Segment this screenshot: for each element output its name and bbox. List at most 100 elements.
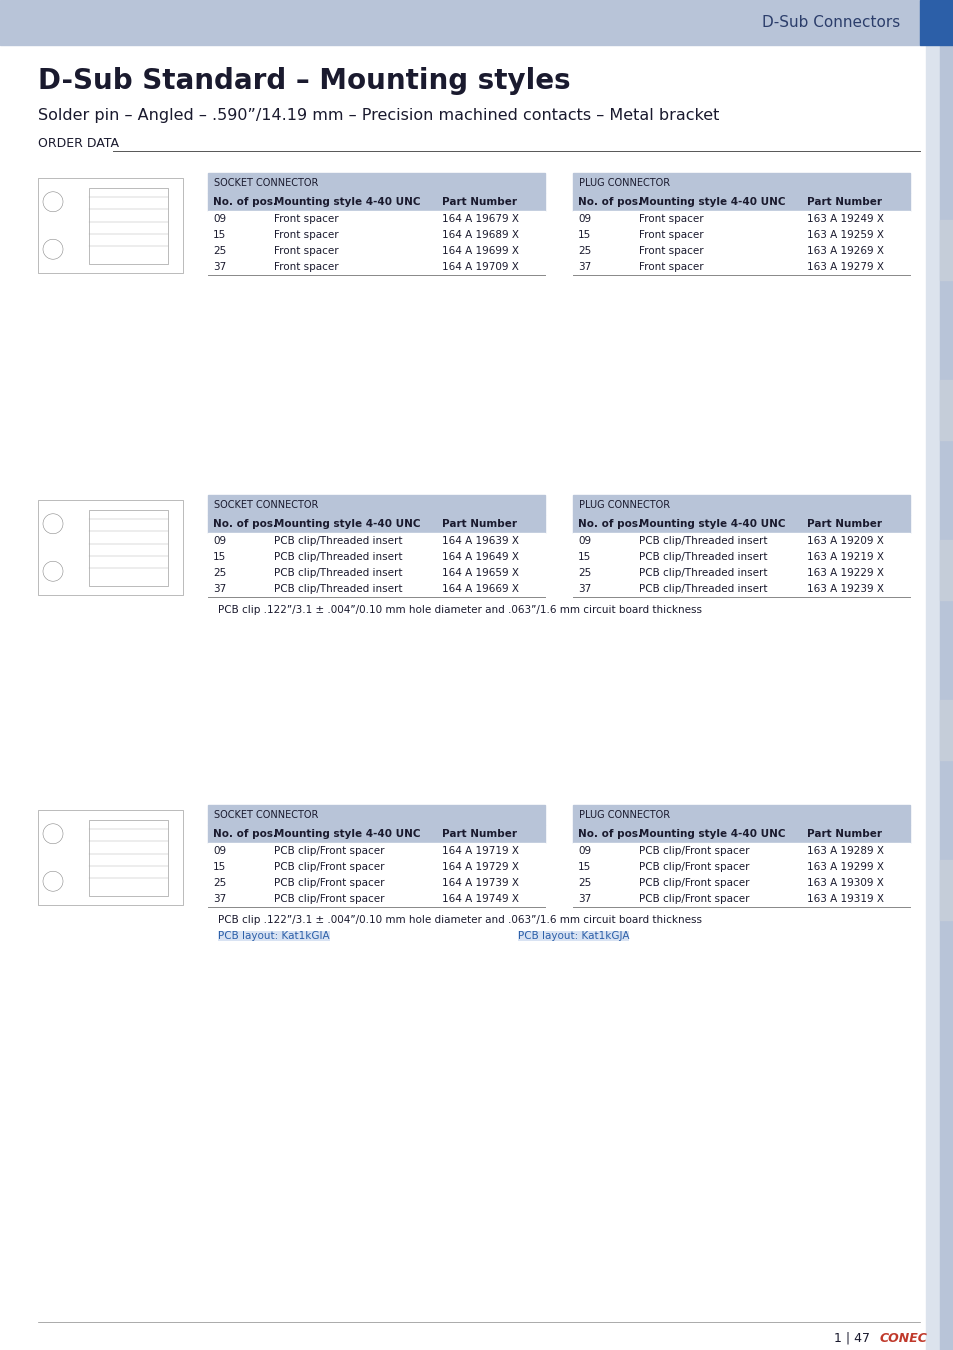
Text: 164 A 19689 X: 164 A 19689 X <box>441 230 518 240</box>
Text: Front spacer: Front spacer <box>274 230 338 240</box>
Bar <box>0 0 919 45</box>
Bar <box>208 243 544 259</box>
Bar <box>573 514 909 533</box>
Bar <box>208 825 544 842</box>
Text: 163 A 19319 X: 163 A 19319 X <box>806 894 883 904</box>
Text: Front spacer: Front spacer <box>638 262 702 271</box>
Text: PCB clip/Threaded insert: PCB clip/Threaded insert <box>638 536 766 545</box>
Text: No. of pos.: No. of pos. <box>578 829 641 838</box>
Bar <box>925 45 953 1350</box>
Text: 09: 09 <box>578 846 591 856</box>
Bar <box>208 259 544 275</box>
Text: PCB clip/Front spacer: PCB clip/Front spacer <box>638 846 748 856</box>
Text: 37: 37 <box>213 262 226 271</box>
Bar <box>208 514 544 533</box>
Text: 37: 37 <box>578 894 591 904</box>
Text: 15: 15 <box>578 230 591 240</box>
Text: PCB clip/Front spacer: PCB clip/Front spacer <box>638 894 748 904</box>
Bar <box>939 220 953 279</box>
Text: PCB clip/Threaded insert: PCB clip/Threaded insert <box>638 568 766 578</box>
Bar <box>89 509 169 586</box>
Bar <box>208 891 544 907</box>
Text: PCB layout: Kat1kGIA: PCB layout: Kat1kGIA <box>218 931 330 941</box>
Bar <box>573 259 909 275</box>
Text: 163 A 19299 X: 163 A 19299 X <box>806 863 883 872</box>
Text: PCB layout: Kat1kGJA: PCB layout: Kat1kGJA <box>517 931 629 941</box>
Text: 164 A 19679 X: 164 A 19679 X <box>441 215 518 224</box>
Text: 1 | 47: 1 | 47 <box>833 1332 869 1345</box>
Text: 164 A 19749 X: 164 A 19749 X <box>441 894 518 904</box>
Text: 09: 09 <box>213 536 226 545</box>
Bar <box>208 211 544 227</box>
Text: PLUG CONNECTOR: PLUG CONNECTOR <box>578 810 669 819</box>
Text: PLUG CONNECTOR: PLUG CONNECTOR <box>578 178 669 188</box>
Bar <box>573 211 909 227</box>
Text: 25: 25 <box>578 878 591 888</box>
Text: Front spacer: Front spacer <box>274 215 338 224</box>
Bar <box>208 495 544 514</box>
Text: 164 A 19739 X: 164 A 19739 X <box>441 878 518 888</box>
Text: 164 A 19729 X: 164 A 19729 X <box>441 863 518 872</box>
Text: PCB clip/Front spacer: PCB clip/Front spacer <box>274 846 384 856</box>
Bar <box>939 860 953 919</box>
Bar <box>208 173 544 193</box>
Bar <box>208 580 544 597</box>
Text: 25: 25 <box>578 568 591 578</box>
Text: Mounting style 4-40 UNC: Mounting style 4-40 UNC <box>638 197 784 207</box>
Text: Front spacer: Front spacer <box>638 230 702 240</box>
Text: PCB clip/Front spacer: PCB clip/Front spacer <box>638 863 748 872</box>
Text: 09: 09 <box>578 536 591 545</box>
Bar <box>208 549 544 566</box>
Text: 163 A 19219 X: 163 A 19219 X <box>806 552 883 562</box>
Bar <box>208 875 544 891</box>
Bar <box>38 500 183 595</box>
Text: Part Number: Part Number <box>806 518 882 529</box>
Text: D-Sub Standard – Mounting styles: D-Sub Standard – Mounting styles <box>38 68 570 94</box>
Text: 164 A 19719 X: 164 A 19719 X <box>441 846 518 856</box>
Text: Mounting style 4-40 UNC: Mounting style 4-40 UNC <box>638 829 784 838</box>
Bar <box>939 540 953 599</box>
Text: 164 A 19709 X: 164 A 19709 X <box>441 262 518 271</box>
Text: SOCKET CONNECTOR: SOCKET CONNECTOR <box>213 178 318 188</box>
Bar <box>939 379 953 440</box>
Text: 163 A 19289 X: 163 A 19289 X <box>806 846 883 856</box>
Bar <box>573 243 909 259</box>
Bar <box>939 45 953 1350</box>
Text: 163 A 19279 X: 163 A 19279 X <box>806 262 883 271</box>
Bar <box>573 859 909 875</box>
Text: 15: 15 <box>578 863 591 872</box>
Text: CONEC: CONEC <box>879 1332 927 1345</box>
Text: 164 A 19659 X: 164 A 19659 X <box>441 568 518 578</box>
Text: PCB clip/Threaded insert: PCB clip/Threaded insert <box>638 552 766 562</box>
Text: 09: 09 <box>578 215 591 224</box>
Text: 163 A 19239 X: 163 A 19239 X <box>806 585 883 594</box>
Text: Mounting style 4-40 UNC: Mounting style 4-40 UNC <box>638 518 784 529</box>
Text: 09: 09 <box>213 215 226 224</box>
Text: Front spacer: Front spacer <box>274 262 338 271</box>
Text: PCB clip .122”/3.1 ± .004”/0.10 mm hole diameter and .063”/1.6 mm circuit board : PCB clip .122”/3.1 ± .004”/0.10 mm hole … <box>218 915 701 925</box>
Text: Part Number: Part Number <box>441 197 517 207</box>
Text: 25: 25 <box>213 568 226 578</box>
Text: SOCKET CONNECTOR: SOCKET CONNECTOR <box>213 500 318 510</box>
Text: No. of pos.: No. of pos. <box>578 518 641 529</box>
Bar <box>573 891 909 907</box>
Bar <box>208 842 544 859</box>
Bar <box>38 810 183 905</box>
Text: 164 A 19699 X: 164 A 19699 X <box>441 246 518 256</box>
Bar <box>573 566 909 580</box>
Text: Mounting style 4-40 UNC: Mounting style 4-40 UNC <box>274 829 419 838</box>
Text: PCB clip/Front spacer: PCB clip/Front spacer <box>274 863 384 872</box>
Bar <box>573 875 909 891</box>
Text: 163 A 19269 X: 163 A 19269 X <box>806 246 883 256</box>
Text: No. of pos.: No. of pos. <box>578 197 641 207</box>
Text: No. of pos.: No. of pos. <box>213 518 276 529</box>
Bar <box>208 805 544 825</box>
Text: Solder pin – Angled – .590”/14.19 mm – Precision machined contacts – Metal brack: Solder pin – Angled – .590”/14.19 mm – P… <box>38 108 719 123</box>
Bar <box>208 566 544 580</box>
Text: 09: 09 <box>213 846 226 856</box>
Text: PCB clip .122”/3.1 ± .004”/0.10 mm hole diameter and .063”/1.6 mm circuit board : PCB clip .122”/3.1 ± .004”/0.10 mm hole … <box>218 605 701 616</box>
Text: Mounting style 4-40 UNC: Mounting style 4-40 UNC <box>274 197 419 207</box>
Bar <box>573 193 909 211</box>
Text: Part Number: Part Number <box>441 829 517 838</box>
Text: 37: 37 <box>578 262 591 271</box>
